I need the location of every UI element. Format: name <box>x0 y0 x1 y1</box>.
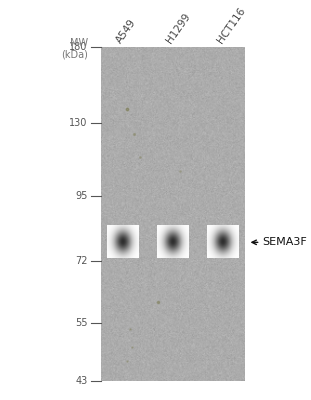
Text: HCT116: HCT116 <box>215 6 247 45</box>
Text: 55: 55 <box>75 318 88 328</box>
Text: SEMA3F: SEMA3F <box>262 237 307 247</box>
Text: 130: 130 <box>69 118 88 128</box>
Text: 72: 72 <box>75 256 88 266</box>
Text: 95: 95 <box>76 191 88 201</box>
Text: 43: 43 <box>76 376 88 386</box>
Text: MW
(kDa): MW (kDa) <box>61 38 88 60</box>
Text: H1299: H1299 <box>165 12 193 45</box>
Text: 180: 180 <box>69 42 88 52</box>
Text: A549: A549 <box>114 17 138 45</box>
